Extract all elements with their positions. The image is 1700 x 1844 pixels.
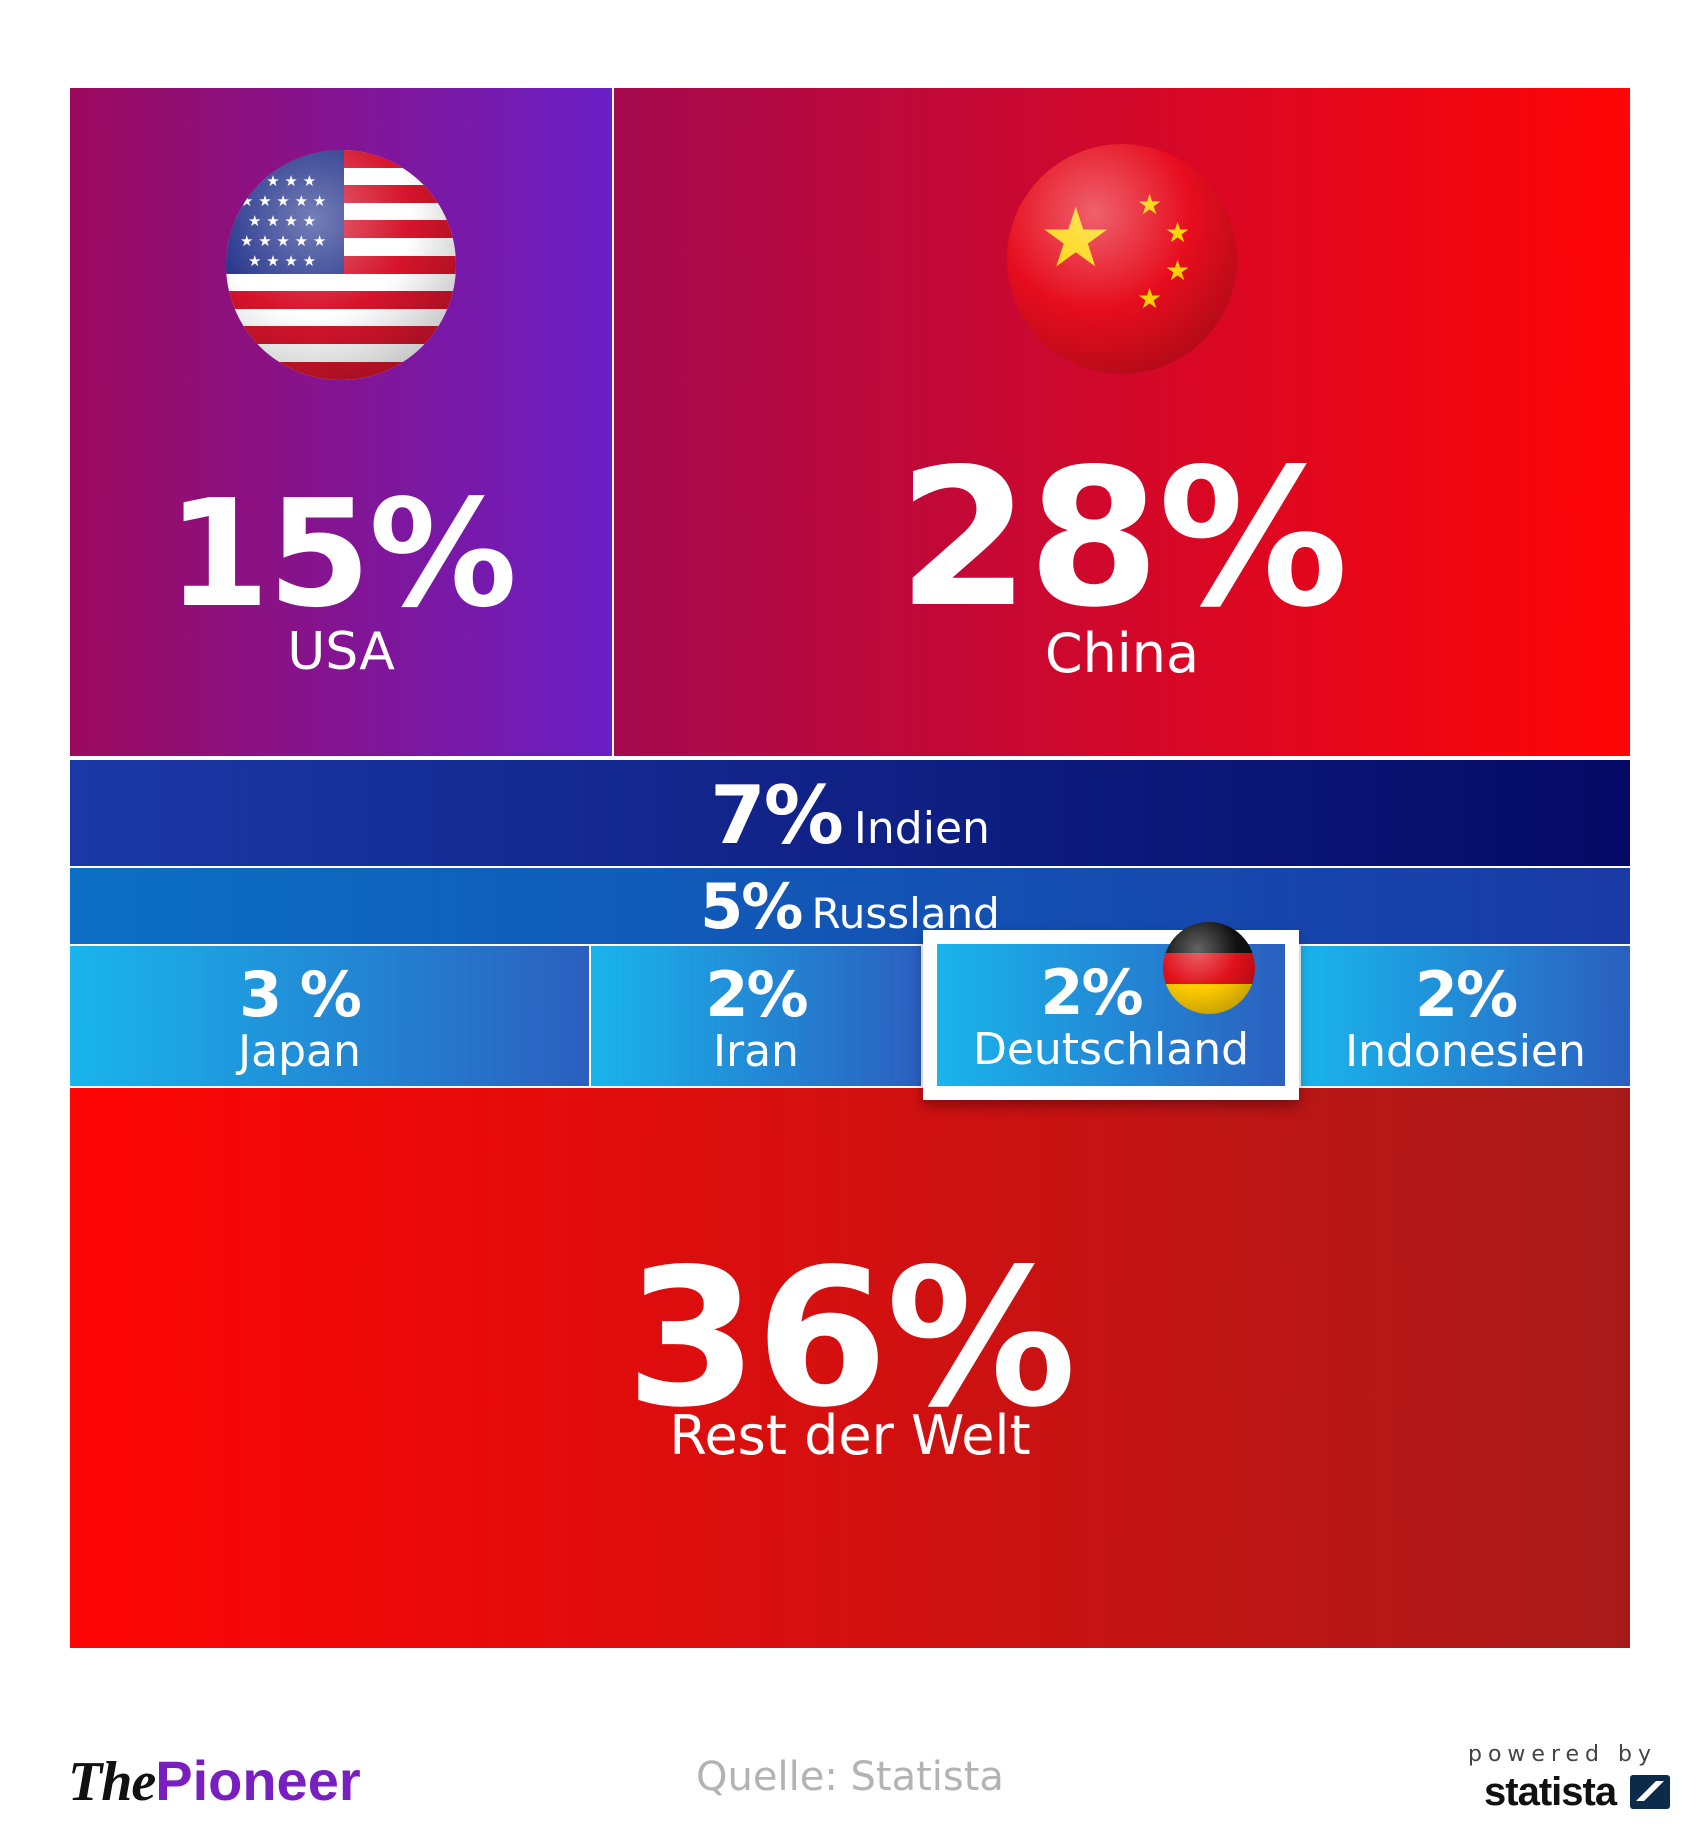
japan-percent: 3 % — [239, 958, 362, 1031]
indien-percent: 7% — [710, 768, 844, 862]
indien-label: Indien — [853, 802, 990, 854]
statista-mark-icon — [1630, 1775, 1671, 1809]
deutschland-percent: 2% — [1040, 956, 1143, 1029]
tile-indien: 7% Indien — [70, 760, 1630, 866]
indonesien-label: Indonesien — [1345, 1026, 1586, 1077]
statista-wordmark: statista — [1484, 1770, 1617, 1814]
svg-text:★: ★ — [1137, 188, 1162, 221]
china-flag-icon: ★ ★ ★ ★ ★ — [1007, 144, 1237, 374]
china-percent: 28% — [897, 428, 1349, 649]
svg-text:★ ★ ★ ★: ★ ★ ★ ★ — [248, 252, 316, 270]
iran-label: Iran — [713, 1026, 799, 1077]
svg-text:★: ★ — [1165, 216, 1190, 249]
svg-text:★: ★ — [1165, 254, 1190, 287]
tile-deutschland: 2% Deutschland — [923, 922, 1299, 1100]
logo-pioneer: Pioneer — [155, 1749, 361, 1812]
rest-percent: 36% — [625, 1228, 1077, 1449]
tile-rest-der-welt: 36% Rest der Welt — [70, 1088, 1630, 1648]
tile-iran: 2% Iran — [591, 946, 921, 1086]
tile-usa: ★ ★ ★ ★ ★ ★ ★ ★ ★ ★ ★ ★ ★ ★ ★ ★ ★ ★ ★ ★ … — [70, 88, 612, 756]
usa-label: USA — [287, 622, 395, 682]
tile-russland: 5% Russland — [70, 868, 1630, 944]
source-note: Quelle: Statista — [696, 1754, 1004, 1800]
svg-text:★ ★ ★ ★ ★: ★ ★ ★ ★ ★ — [240, 232, 326, 250]
china-label: China — [1044, 622, 1200, 685]
powered-by-label: powered by — [1468, 1742, 1657, 1767]
indonesien-percent: 2% — [1414, 958, 1518, 1031]
usa-percent: 15% — [166, 468, 517, 640]
deutschland-label: Deutschland — [972, 1024, 1250, 1075]
the-pioneer-logo: ThePioneer — [68, 1748, 361, 1814]
svg-text:★: ★ — [1039, 191, 1113, 286]
svg-text:★ ★ ★ ★: ★ ★ ★ ★ — [248, 212, 316, 230]
iran-percent: 2% — [705, 958, 808, 1031]
svg-text:★: ★ — [1137, 282, 1162, 315]
germany-flag-icon — [1163, 922, 1255, 1014]
rest-label: Rest der Welt — [669, 1404, 1031, 1467]
tile-indonesien: 2% Indonesien — [1301, 946, 1630, 1086]
logo-the: The — [68, 1751, 156, 1813]
statista-logo: statista — [1484, 1770, 1671, 1815]
russland-percent: 5% — [700, 869, 803, 943]
japan-label: Japan — [238, 1026, 361, 1077]
russland-label: Russland — [811, 888, 1000, 938]
tile-china: ★ ★ ★ ★ ★ 28% China — [614, 88, 1630, 756]
svg-text:★ ★ ★ ★ ★: ★ ★ ★ ★ ★ — [240, 192, 326, 210]
tile-japan: 3 % Japan — [70, 946, 589, 1086]
usa-flag-icon: ★ ★ ★ ★ ★ ★ ★ ★ ★ ★ ★ ★ ★ ★ ★ ★ ★ ★ ★ ★ … — [226, 150, 456, 380]
